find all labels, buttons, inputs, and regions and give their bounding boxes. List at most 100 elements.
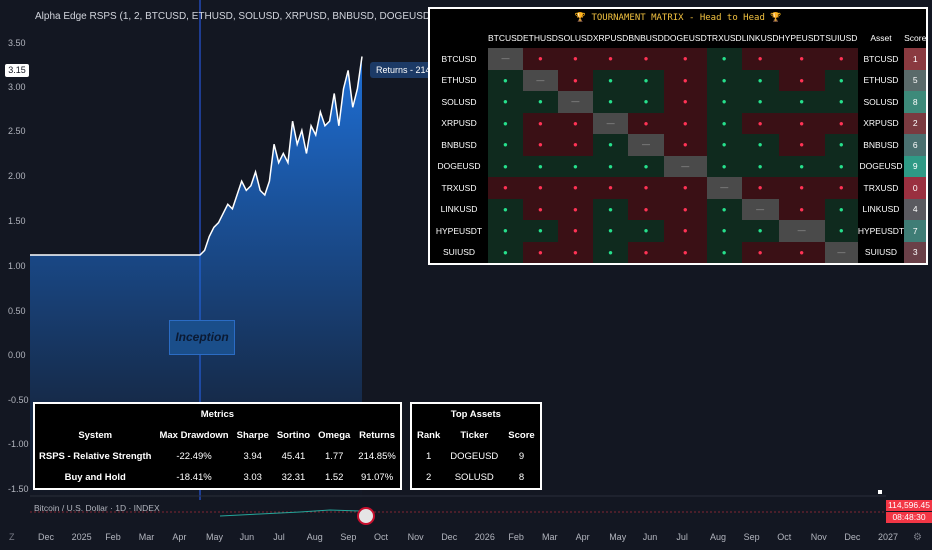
matrix-score: 8 <box>904 91 927 113</box>
top-assets-cell: DOGEUSD <box>450 451 499 462</box>
y-tick-label: 2.00 <box>8 171 26 181</box>
win-dot-icon: ● <box>741 134 779 156</box>
matrix-col-header: XRPUSD <box>592 32 629 43</box>
loss-dot-icon: ● <box>557 112 593 134</box>
draw-cell: — <box>557 91 593 113</box>
matrix-row: DOGEUSD ● ● ● ● ● — ● ● ● ● DOGEUSD 9 <box>430 155 927 177</box>
win-dot-icon: ● <box>488 155 523 177</box>
loss-dot-icon: ● <box>778 177 825 199</box>
matrix-row-label: BTCUSD <box>441 53 477 64</box>
loss-dot-icon: ● <box>663 241 707 263</box>
timezone-icon[interactable]: Z <box>9 532 15 542</box>
matrix-asset: BTCUSD <box>863 53 899 64</box>
x-tick-label: Dec <box>844 532 861 542</box>
matrix-row: BTCUSD — ● ● ● ● ● ● ● ● ● BTCUSD 1 <box>430 48 927 70</box>
win-dot-icon: ● <box>592 198 629 220</box>
x-tick-label: 2027 <box>878 532 899 542</box>
draw-cell: — <box>663 155 707 177</box>
win-dot-icon: ● <box>706 134 742 156</box>
metrics-cell: 45.41 <box>281 451 306 462</box>
matrix-asset: ETHUSD <box>863 75 899 86</box>
matrix-row-label: XRPUSD <box>441 118 477 129</box>
matrix-asset: LINKUSD <box>862 204 900 215</box>
top-assets-cell: 8 <box>518 472 525 483</box>
loss-dot-icon: ● <box>488 177 523 199</box>
draw-cell: — <box>824 241 858 263</box>
matrix-row-label: ETHUSD <box>441 75 477 86</box>
equity-line <box>30 56 363 256</box>
loss-dot-icon: ● <box>663 69 707 91</box>
matrix-asset: XRPUSD <box>863 118 899 129</box>
loss-dot-icon: ● <box>628 241 664 263</box>
win-dot-icon: ● <box>706 48 742 70</box>
metrics-cell: RSPS - Relative Strength <box>39 451 152 462</box>
x-tick-label: Oct <box>777 532 792 542</box>
matrix-asset: TRXUSD <box>863 182 899 193</box>
loss-dot-icon: ● <box>522 241 558 263</box>
matrix-row-label: TRXUSD <box>441 182 477 193</box>
top-assets-cell: 2 <box>425 472 432 483</box>
matrix-row: SUIUSD ● ● ● ● ● ● ● ● ● — SUIUSD 3 <box>430 241 927 263</box>
matrix-score: 2 <box>904 112 927 134</box>
matrix-score: 4 <box>904 198 927 220</box>
metrics-cell: 1.77 <box>324 451 344 462</box>
win-dot-icon: ● <box>522 91 558 113</box>
matrix-score: 3 <box>904 241 927 263</box>
loss-dot-icon: ● <box>557 48 593 70</box>
metrics-header: Omega <box>318 430 351 441</box>
matrix-title: 🏆 TOURNAMENT MATRIX - Head to Head 🏆 <box>574 13 782 23</box>
x-tick-label: Dec <box>441 532 458 542</box>
metrics-cell: -22.49% <box>176 451 212 462</box>
x-tick-label: Nov <box>810 532 827 542</box>
matrix-score: 9 <box>904 155 927 177</box>
win-dot-icon: ● <box>824 134 858 156</box>
matrix-score: 5 <box>904 69 927 91</box>
win-dot-icon: ● <box>706 91 742 113</box>
x-tick-label: Oct <box>374 532 389 542</box>
win-dot-icon: ● <box>488 134 523 156</box>
win-dot-icon: ● <box>741 155 779 177</box>
matrix-col-header: Score <box>904 32 927 43</box>
loss-dot-icon: ● <box>557 198 593 220</box>
equity-area <box>30 56 362 501</box>
y-tick-label: -0.50 <box>8 395 29 405</box>
x-tick-label: Jul <box>676 532 688 542</box>
gear-icon[interactable]: ⚙ <box>913 532 922 543</box>
win-dot-icon: ● <box>706 69 742 91</box>
x-tick-label: Aug <box>306 532 323 542</box>
top-assets-cell: 9 <box>518 451 525 462</box>
draw-cell: — <box>628 134 664 156</box>
win-dot-icon: ● <box>628 91 664 113</box>
matrix-score: 1 <box>904 48 927 70</box>
metrics-cell: 32.31 <box>281 472 306 483</box>
y-tick-label: 1.50 <box>8 216 26 226</box>
win-dot-icon: ● <box>778 155 825 177</box>
win-dot-icon: ● <box>522 155 558 177</box>
x-tick-label: Apr <box>172 532 187 542</box>
win-dot-icon: ● <box>706 155 742 177</box>
us-flag-icon[interactable] <box>357 507 375 525</box>
x-tick-label: Sep <box>743 532 760 542</box>
win-dot-icon: ● <box>488 91 523 113</box>
x-tick-label: Mar <box>138 532 155 542</box>
matrix-asset: HYPEUSDT <box>857 225 905 236</box>
metrics-header: Sortino <box>276 430 311 441</box>
win-dot-icon: ● <box>592 220 629 242</box>
loss-dot-icon: ● <box>557 134 593 156</box>
x-tick-label: May <box>206 532 224 542</box>
metrics-title: Metrics <box>200 409 235 420</box>
inception-label: Inception <box>169 320 235 355</box>
matrix-row: LINKUSD ● ● ● ● ● ● ● — ● ● LINKUSD 4 <box>430 198 927 220</box>
matrix-row-label: LINKUSD <box>440 204 478 215</box>
win-dot-icon: ● <box>522 220 558 242</box>
top-assets-table: Top Assets Rank Ticker Score 1 DOGEUSD 9 2 SOL… <box>410 402 542 490</box>
loss-dot-icon: ● <box>778 69 825 91</box>
top-assets-row: 2 SOLUSD 8 <box>412 467 540 488</box>
draw-cell: — <box>706 177 742 199</box>
win-dot-icon: ● <box>824 91 858 113</box>
win-dot-icon: ● <box>824 220 858 242</box>
metrics-header: System <box>78 430 113 441</box>
win-dot-icon: ● <box>706 220 742 242</box>
loss-dot-icon: ● <box>628 112 664 134</box>
